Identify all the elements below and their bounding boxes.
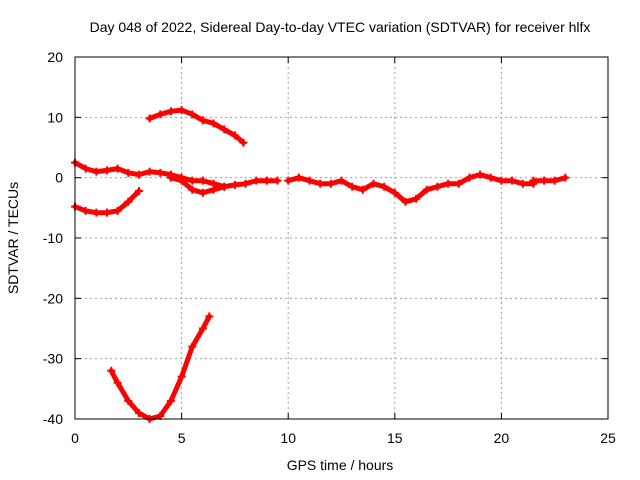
data-point bbox=[177, 106, 186, 115]
data-point bbox=[113, 206, 122, 215]
data-point bbox=[113, 164, 122, 173]
data-point bbox=[252, 176, 261, 185]
x-axis-label: GPS time / hours bbox=[287, 457, 394, 473]
data-point bbox=[177, 176, 186, 185]
data-point bbox=[134, 186, 143, 195]
data-point bbox=[124, 396, 133, 405]
data-point bbox=[433, 182, 442, 191]
x-tick-label: 20 bbox=[494, 430, 510, 446]
data-point bbox=[273, 176, 282, 185]
data-point bbox=[476, 170, 485, 179]
data-point bbox=[134, 408, 143, 417]
y-tick-label: -40 bbox=[43, 411, 63, 427]
series-track-end bbox=[530, 175, 568, 184]
data-point bbox=[81, 164, 90, 173]
x-tick-label: 5 bbox=[178, 430, 186, 446]
chart-title: Day 048 of 2022, Sidereal Day-to-day VTE… bbox=[90, 19, 591, 35]
data-point bbox=[166, 173, 175, 182]
data-point bbox=[262, 176, 271, 185]
data-point bbox=[113, 378, 122, 387]
series-track-upper-arc bbox=[147, 107, 246, 146]
grid-layer bbox=[75, 57, 608, 419]
data-point bbox=[358, 185, 367, 194]
y-tick-label: 10 bbox=[47, 109, 63, 125]
data-point bbox=[550, 176, 559, 185]
data-point bbox=[209, 185, 218, 194]
data-point bbox=[497, 176, 506, 185]
data-point bbox=[188, 176, 197, 185]
data-point bbox=[92, 208, 101, 217]
data-point bbox=[205, 312, 214, 321]
y-axis-label: SDTVAR / TECUs bbox=[5, 182, 21, 294]
data-point bbox=[124, 168, 133, 177]
series-track-deep-u bbox=[108, 313, 212, 422]
data-point bbox=[102, 208, 111, 217]
data-point bbox=[156, 168, 165, 177]
data-point bbox=[134, 170, 143, 179]
data-point bbox=[390, 188, 399, 197]
data-point bbox=[107, 366, 116, 375]
series-track-right bbox=[285, 172, 536, 205]
data-point bbox=[124, 197, 133, 206]
data-point bbox=[156, 110, 165, 119]
data-point bbox=[145, 114, 154, 123]
data-point bbox=[465, 173, 474, 182]
data-point bbox=[241, 179, 250, 188]
x-tick-label: 10 bbox=[280, 430, 296, 446]
data-point bbox=[486, 173, 495, 182]
x-tick-label: 25 bbox=[600, 430, 616, 446]
data-point bbox=[348, 182, 357, 191]
data-point bbox=[198, 116, 207, 125]
data-point bbox=[166, 396, 175, 405]
x-tick-label: 15 bbox=[387, 430, 403, 446]
data-point bbox=[198, 176, 207, 185]
data-point bbox=[294, 173, 303, 182]
y-tick-label: 20 bbox=[47, 49, 63, 65]
data-point bbox=[220, 182, 229, 191]
data-point bbox=[230, 180, 239, 189]
data-point bbox=[540, 176, 549, 185]
x-tick-label: 0 bbox=[71, 430, 79, 446]
data-point bbox=[380, 182, 389, 191]
y-tick-label: -10 bbox=[43, 230, 63, 246]
data-point bbox=[529, 176, 538, 185]
data-point bbox=[508, 176, 517, 185]
y-tick-label: -20 bbox=[43, 290, 63, 306]
data-point bbox=[401, 197, 410, 206]
data-point bbox=[230, 131, 239, 140]
data-point bbox=[220, 125, 229, 134]
data-point bbox=[166, 107, 175, 116]
series-layer bbox=[71, 106, 570, 423]
data-point bbox=[198, 324, 207, 333]
data-point bbox=[305, 176, 314, 185]
y-tick-label: -30 bbox=[43, 351, 63, 367]
data-point bbox=[412, 194, 421, 203]
data-point bbox=[188, 185, 197, 194]
data-point bbox=[326, 179, 335, 188]
data-point bbox=[102, 166, 111, 175]
data-point bbox=[422, 185, 431, 194]
data-point bbox=[188, 342, 197, 351]
data-point bbox=[454, 179, 463, 188]
data-point bbox=[284, 176, 293, 185]
data-point bbox=[81, 206, 90, 215]
data-point bbox=[198, 188, 207, 197]
data-point bbox=[209, 119, 218, 128]
data-point bbox=[316, 179, 325, 188]
data-point bbox=[177, 372, 186, 381]
y-tick-label: 0 bbox=[55, 170, 63, 186]
data-point bbox=[518, 179, 527, 188]
data-point bbox=[92, 167, 101, 176]
data-point bbox=[337, 176, 346, 185]
data-point bbox=[369, 179, 378, 188]
data-point bbox=[239, 138, 248, 147]
data-point bbox=[444, 179, 453, 188]
data-point bbox=[561, 173, 570, 182]
data-point bbox=[145, 167, 154, 176]
data-point bbox=[188, 110, 197, 119]
tick-layer: 0 5 10 15 20 25 -40 -30 -20 -10 0 10 20 bbox=[43, 49, 616, 446]
